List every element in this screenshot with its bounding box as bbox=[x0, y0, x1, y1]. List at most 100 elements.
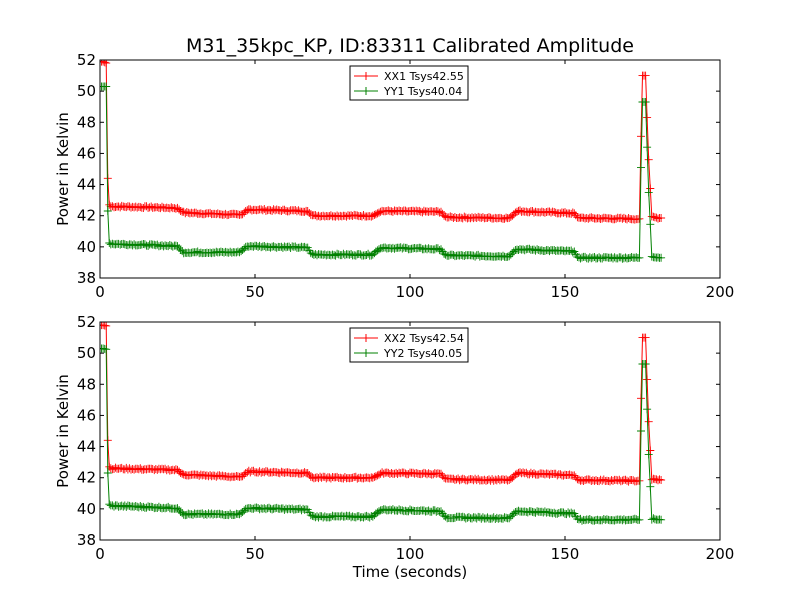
data-point bbox=[651, 216, 653, 219]
x-tick-label: 100 bbox=[396, 545, 425, 563]
data-point bbox=[378, 510, 380, 512]
data-point bbox=[306, 472, 309, 474]
data-point bbox=[573, 512, 576, 515]
data-point bbox=[241, 213, 244, 215]
legend-label: XX1 Tsys42.55 bbox=[384, 70, 464, 83]
data-point bbox=[381, 210, 383, 212]
legend: XX1 Tsys42.55 YY1 Tsys40.04 bbox=[349, 65, 469, 101]
data-point bbox=[176, 469, 179, 471]
data-point bbox=[381, 508, 383, 511]
x-tick-label: 0 bbox=[95, 283, 105, 301]
legend-marker bbox=[362, 334, 370, 342]
x-tick-label: 0 bbox=[95, 545, 105, 563]
data-point bbox=[238, 251, 241, 254]
legend-label: XX2 Tsys42.54 bbox=[384, 332, 464, 345]
data-point bbox=[576, 216, 579, 219]
data-point bbox=[511, 476, 514, 479]
data-point bbox=[443, 515, 445, 517]
data-point bbox=[508, 217, 511, 219]
data-point bbox=[179, 472, 182, 474]
data-point bbox=[446, 254, 449, 257]
data-point bbox=[182, 251, 185, 254]
data-point bbox=[508, 517, 511, 519]
data-point bbox=[647, 453, 650, 456]
data-point bbox=[647, 191, 650, 194]
data-point bbox=[644, 101, 647, 103]
data-point bbox=[647, 158, 650, 161]
data-point bbox=[102, 324, 104, 326]
data-point bbox=[105, 62, 107, 64]
x-tick-label: 200 bbox=[706, 545, 735, 563]
legend-marker bbox=[362, 349, 370, 357]
data-point bbox=[378, 248, 380, 250]
data-point bbox=[105, 85, 107, 88]
data-point bbox=[102, 85, 104, 88]
subplot-1: 0 50 100 150 200 38 40 42 44 46 48 50 52 Power in Kel… bbox=[54, 51, 734, 301]
data-point bbox=[638, 519, 641, 521]
data-point bbox=[176, 207, 179, 209]
data-point bbox=[310, 514, 312, 516]
data-point bbox=[576, 518, 579, 520]
data-point bbox=[306, 210, 309, 212]
data-point bbox=[238, 214, 241, 216]
data-point bbox=[644, 74, 647, 77]
data-point bbox=[440, 248, 442, 250]
data-point bbox=[248, 245, 250, 247]
data-point bbox=[375, 475, 377, 478]
data-point bbox=[443, 214, 445, 217]
legend-box bbox=[349, 327, 469, 363]
data-point bbox=[306, 246, 309, 249]
data-point bbox=[372, 214, 374, 217]
data-point bbox=[108, 242, 111, 244]
data-point bbox=[640, 430, 642, 432]
data-point bbox=[306, 508, 309, 511]
data-point bbox=[511, 514, 514, 516]
data-point bbox=[375, 512, 377, 515]
data-point bbox=[651, 478, 653, 481]
data-point bbox=[313, 253, 315, 256]
data-point bbox=[511, 214, 514, 217]
data-point bbox=[108, 466, 111, 468]
y-tick-label: 52 bbox=[77, 313, 96, 331]
y-tick-label: 44 bbox=[77, 176, 96, 194]
data-point bbox=[640, 166, 642, 169]
data-point bbox=[378, 211, 380, 214]
data-point bbox=[108, 204, 111, 206]
data-point bbox=[446, 516, 449, 519]
data-point bbox=[176, 245, 179, 247]
y-tick-label: 44 bbox=[77, 438, 96, 456]
data-point bbox=[313, 476, 315, 479]
data-point bbox=[375, 250, 377, 253]
data-point bbox=[110, 242, 112, 245]
data-point bbox=[440, 473, 442, 475]
data-point bbox=[651, 518, 653, 520]
data-point bbox=[579, 257, 582, 259]
data-point bbox=[372, 476, 374, 479]
data-point bbox=[182, 211, 185, 214]
data-point bbox=[244, 472, 247, 474]
data-point bbox=[176, 507, 179, 509]
data-point bbox=[108, 503, 111, 506]
y-tick-label: 38 bbox=[77, 269, 96, 287]
y-tick-label: 46 bbox=[77, 144, 96, 162]
y-tick-label: 42 bbox=[77, 207, 96, 225]
data-point bbox=[310, 214, 312, 216]
data-point bbox=[651, 255, 653, 257]
data-point bbox=[644, 336, 647, 339]
x-axis-label: Time (seconds) bbox=[352, 563, 468, 581]
data-point bbox=[102, 347, 104, 350]
y-axis-label: Power in Kelvin bbox=[54, 374, 72, 488]
y-tick-label: 42 bbox=[77, 469, 96, 487]
data-point bbox=[517, 210, 520, 212]
data-point bbox=[660, 217, 662, 219]
data-point bbox=[517, 510, 520, 512]
data-point bbox=[310, 476, 312, 478]
data-point bbox=[381, 472, 383, 474]
data-point bbox=[443, 253, 445, 255]
y-tick-label: 50 bbox=[77, 344, 96, 362]
data-point bbox=[381, 246, 383, 249]
data-point bbox=[179, 249, 182, 251]
series-line-2 bbox=[100, 86, 662, 260]
data-point bbox=[179, 511, 182, 513]
